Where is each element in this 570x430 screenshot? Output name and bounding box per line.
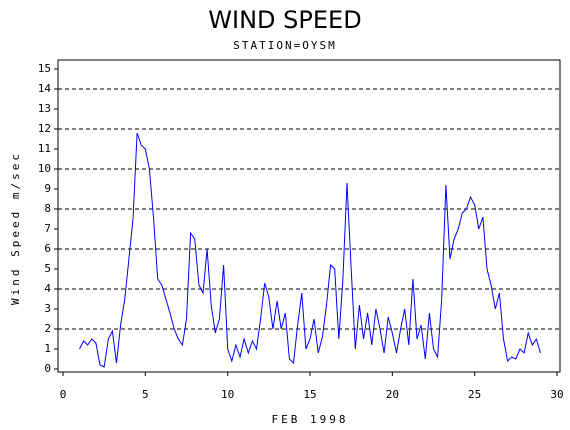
x-tick-label: 15: [303, 388, 316, 401]
chart-subtitle: STATION=OYSM: [233, 39, 336, 52]
x-tick-label: 0: [60, 388, 67, 401]
y-tick-label: 3: [44, 302, 51, 315]
x-tick-label: 30: [550, 388, 563, 401]
y-tick-label: 1: [44, 342, 51, 355]
y-tick-label: 14: [38, 82, 52, 95]
y-tick-label: 8: [44, 202, 51, 215]
y-tick-label: 12: [38, 122, 51, 135]
y-tick-label: 2: [44, 322, 51, 335]
x-axis-label: FEB 1998: [272, 413, 349, 426]
y-tick-label: 5: [44, 262, 51, 275]
y-axis-label: Wind Speed m/sec: [9, 151, 22, 305]
x-tick-label: 10: [221, 388, 234, 401]
x-tick-label: 25: [468, 388, 481, 401]
y-tick-label: 11: [38, 142, 51, 155]
x-tick-label: 5: [142, 388, 149, 401]
y-tick-label: 9: [44, 182, 51, 195]
y-tick-label: 7: [44, 222, 51, 235]
data-line: [79, 132, 541, 368]
x-tick-label: 20: [386, 388, 399, 401]
plot-frame: [57, 59, 561, 373]
y-tick-label: 6: [44, 242, 51, 255]
y-tick-label: 4: [44, 282, 51, 295]
y-tick-label: 10: [38, 162, 51, 175]
y-tick-label: 15: [38, 62, 51, 75]
y-tick-label: 13: [38, 102, 51, 115]
y-tick-label: 0: [44, 362, 51, 375]
chart-title: WIND SPEED: [208, 6, 361, 34]
